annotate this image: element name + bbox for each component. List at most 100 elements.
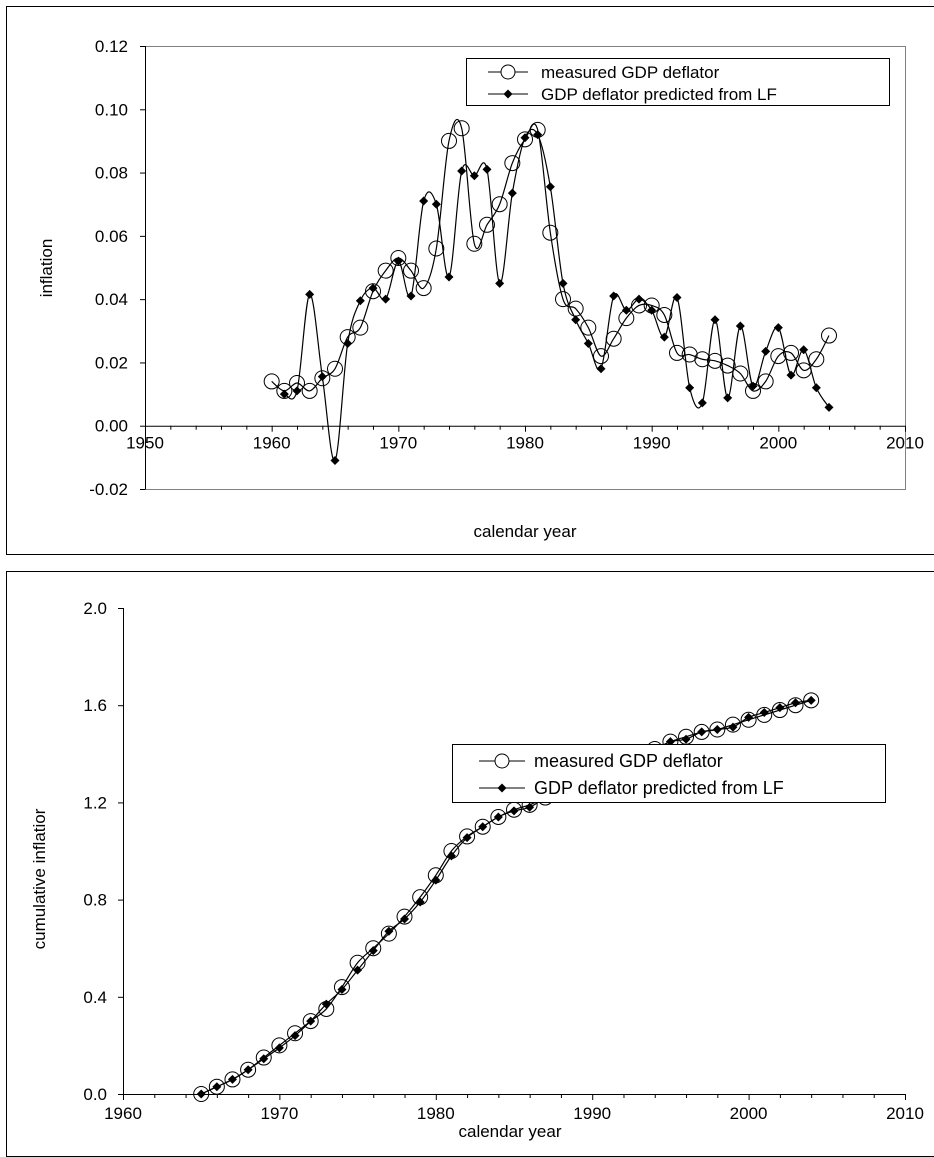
data-point-diamond [493, 812, 503, 822]
x-tick-label: 2010 [886, 434, 924, 453]
y-tick-label: 0.06 [95, 227, 128, 246]
data-point-diamond [368, 946, 378, 956]
data-point-diamond [773, 323, 783, 333]
data-point-circle [542, 224, 559, 241]
data-point-diamond [337, 985, 347, 995]
data-point-diamond [609, 291, 619, 301]
data-point-diamond [583, 338, 593, 348]
data-point-circle [490, 808, 507, 825]
y-tick-label: 2.0 [83, 599, 107, 618]
data-point-circle [732, 365, 749, 382]
x-tick-label: 1970 [260, 1104, 298, 1123]
data-point-diamond [431, 875, 441, 885]
data-point-diamond [759, 707, 769, 717]
data-point-diamond [509, 806, 519, 816]
data-point-diamond [406, 291, 416, 301]
data-point-circle [491, 196, 508, 213]
x-tick-label: 1950 [126, 434, 164, 453]
data-point-diamond [761, 346, 771, 356]
y-axis-title-inflation: inflation [37, 239, 56, 298]
data-point-diamond [735, 321, 745, 331]
data-point-diamond [279, 389, 289, 399]
data-point-circle [783, 344, 799, 361]
data-point-circle [787, 697, 804, 714]
y-tick-label: 0.02 [95, 353, 128, 372]
y-tick-label: 0.8 [83, 891, 107, 910]
data-point-circle [669, 344, 685, 361]
data-point-circle [333, 979, 350, 996]
data-point-circle [605, 330, 622, 347]
x-axis-title-inflation: calendar year [473, 522, 576, 541]
data-point-diamond [196, 1089, 206, 1099]
y-tick-label: -0.02 [89, 480, 128, 499]
cumulative-inflation-chart: 0.0 0.4 0.8 1.2 1.6 2.0 1960 1970 1980 1990 2000 20… [83, 599, 924, 1123]
data-point-diamond [274, 1043, 284, 1053]
data-point-circle [403, 262, 419, 279]
data-point-diamond [723, 393, 733, 403]
data-point-diamond [799, 345, 809, 355]
legend-item-predicted: GDP deflator predicted from LF [488, 85, 777, 104]
data-point-diamond [659, 332, 669, 342]
data-point-circle [459, 828, 476, 845]
data-point-circle [287, 1025, 304, 1042]
data-point-diamond [384, 926, 394, 936]
data-point-diamond [381, 294, 391, 304]
data-point-circle [517, 131, 533, 148]
y-axis-title-cumulative: cumulative inflatior [30, 808, 49, 949]
data-point-diamond [507, 188, 517, 198]
data-point-diamond [482, 164, 492, 174]
legend-label: measured GDP deflator [534, 751, 723, 771]
y-tick-label: 0.00 [95, 417, 128, 436]
x-axis-title-cumulative: calendar year [458, 1122, 561, 1141]
data-point-diamond [647, 305, 657, 315]
data-point-diamond [672, 293, 682, 303]
data-point-diamond [368, 283, 378, 293]
data-point-diamond [811, 383, 821, 393]
data-point-diamond [330, 456, 340, 466]
y-tick-label: 0.12 [95, 37, 128, 56]
data-point-diamond [355, 296, 365, 306]
data-point-diamond [444, 272, 454, 282]
data-point-circle [263, 373, 280, 390]
data-point-diamond [457, 166, 467, 176]
data-point-circle [415, 280, 432, 297]
y-tick-label: 0.4 [83, 988, 107, 1007]
data-point-circle [314, 370, 331, 387]
x-tick-label: 2000 [730, 1104, 768, 1123]
data-point-circle [694, 351, 711, 368]
data-point-diamond [710, 315, 720, 325]
data-point-diamond [259, 1054, 269, 1064]
data-point-circle [724, 716, 741, 733]
open-circle-marker-icon [500, 64, 516, 80]
data-point-circle [693, 723, 710, 740]
data-point-diamond [634, 294, 644, 304]
data-point-circle [803, 692, 820, 709]
data-point-diamond [290, 1031, 300, 1041]
data-point-diamond [697, 398, 707, 408]
data-point-circle [795, 362, 812, 379]
data-point-circle [255, 1049, 272, 1066]
data-point-circle [453, 120, 470, 137]
data-point-circle [224, 1071, 241, 1088]
data-point-circle [757, 373, 774, 390]
data-point-diamond [744, 712, 754, 722]
data-point-circle [301, 382, 318, 399]
data-point-circle [474, 818, 491, 835]
data-point-circle [240, 1061, 257, 1078]
x-tick-label: 1970 [379, 434, 417, 453]
x-tick-label: 1980 [506, 434, 544, 453]
data-point-circle [771, 702, 788, 719]
x-tick-label: 1980 [417, 1104, 455, 1123]
data-point-circle [365, 940, 382, 957]
data-point-circle [193, 1086, 210, 1102]
data-point-diamond [525, 802, 535, 812]
x-tick-label: 1990 [573, 1104, 611, 1123]
data-point-circle [271, 1037, 288, 1054]
data-point-circle [479, 216, 495, 233]
x-tick-label: 2000 [759, 434, 797, 453]
y-tick-label: 0.08 [95, 164, 128, 183]
data-point-diamond [681, 734, 691, 744]
data-point-circle [428, 240, 445, 257]
legend-cumulative: measured GDP deflator GDP deflator predi… [452, 744, 886, 803]
data-point-diamond [748, 381, 758, 391]
